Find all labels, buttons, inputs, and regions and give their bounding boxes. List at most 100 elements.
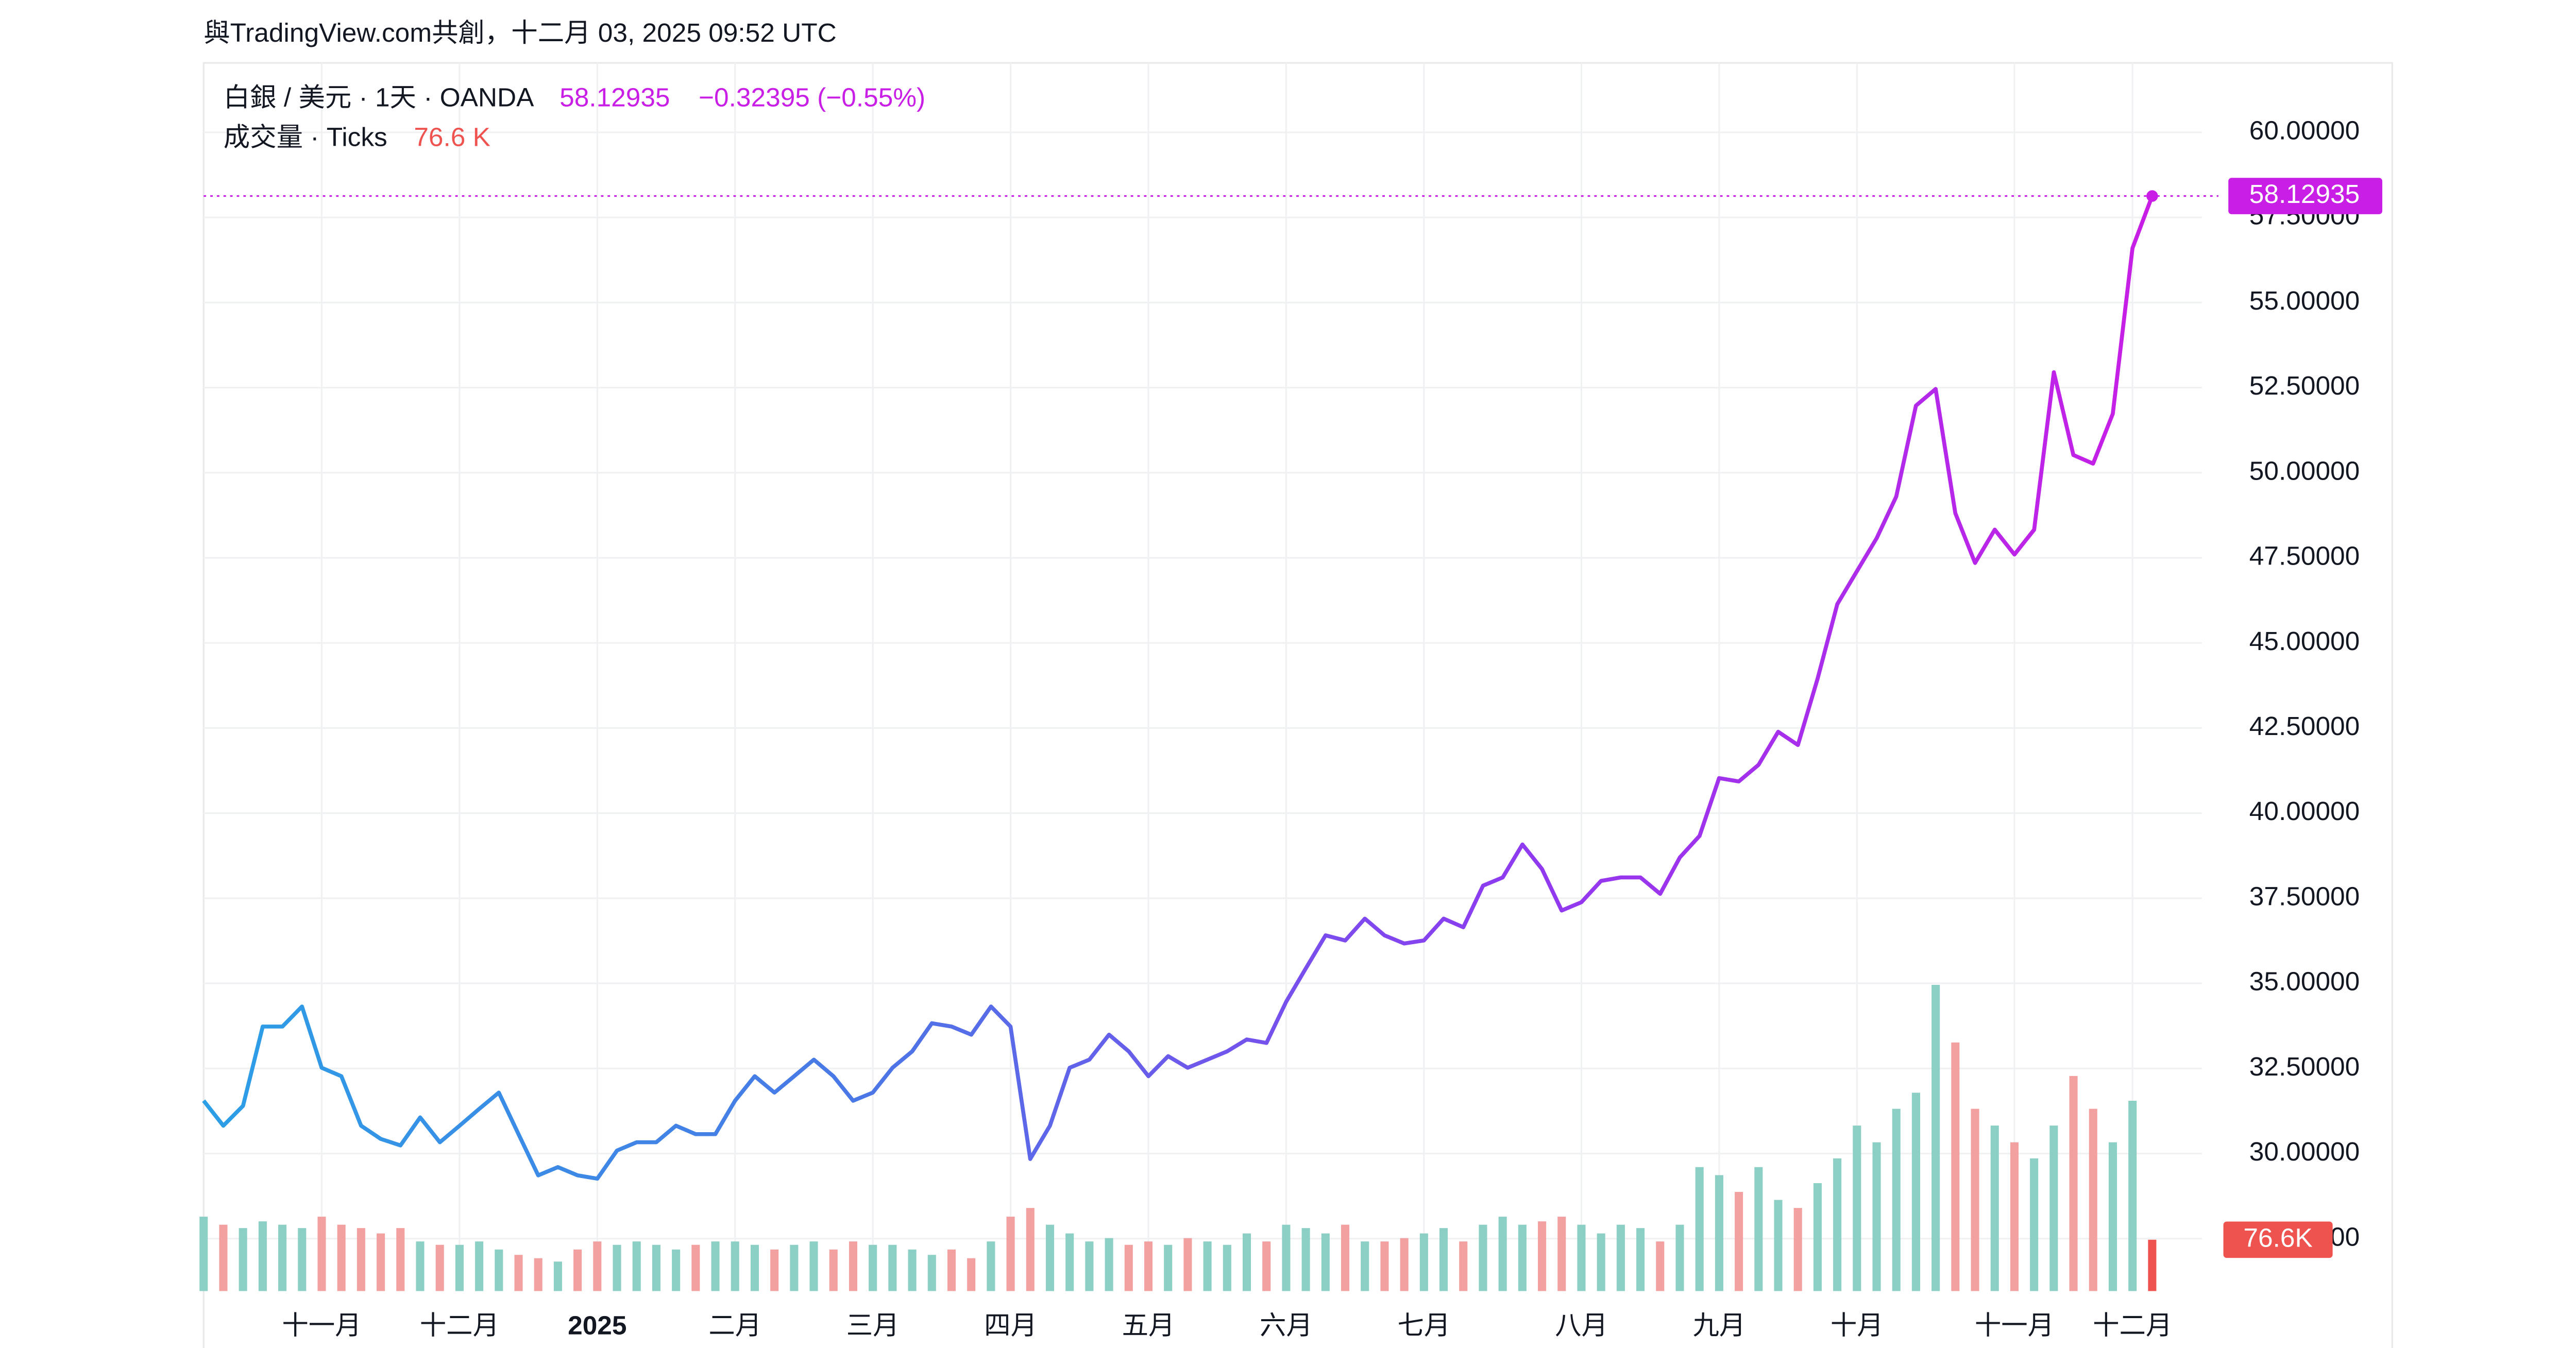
y-tick-label: 55.00000 bbox=[2249, 285, 2360, 315]
x-tick-label: 二月 bbox=[708, 1310, 761, 1340]
volume-bar bbox=[1538, 1221, 1547, 1291]
volume-bar bbox=[613, 1244, 621, 1291]
volume-bar bbox=[1419, 1233, 1428, 1291]
volume-bar bbox=[1183, 1238, 1192, 1291]
y-tick-label: 60.00000 bbox=[2249, 115, 2360, 145]
y-tick-label: 30.00000 bbox=[2249, 1136, 2360, 1166]
volume-bar bbox=[1361, 1241, 1369, 1291]
volume-bar bbox=[1813, 1183, 1822, 1291]
volume-bar bbox=[1164, 1244, 1173, 1291]
volume-bar bbox=[652, 1244, 660, 1291]
volume-bar bbox=[1793, 1208, 1802, 1291]
y-tick-label: 35.00000 bbox=[2249, 966, 2360, 996]
volume-label-box bbox=[2223, 1221, 2333, 1258]
volume-bar bbox=[396, 1228, 405, 1291]
y-tick-label: 40.00000 bbox=[2249, 796, 2360, 826]
volume-bar bbox=[711, 1241, 720, 1291]
volume-bar bbox=[317, 1217, 326, 1291]
volume-bar bbox=[927, 1255, 936, 1291]
volume-bar bbox=[1498, 1217, 1507, 1291]
volume-bar bbox=[1006, 1217, 1015, 1291]
volume-bar bbox=[731, 1241, 739, 1291]
x-tick-label: 九月 bbox=[1692, 1310, 1745, 1340]
volume-bar bbox=[908, 1249, 917, 1291]
volume-bar bbox=[1656, 1241, 1665, 1291]
volume-bar bbox=[888, 1244, 897, 1291]
price-label-box bbox=[2228, 178, 2383, 214]
volume-bar bbox=[672, 1249, 681, 1291]
volume-bar bbox=[2010, 1142, 2019, 1291]
volume-bar bbox=[2069, 1076, 2078, 1291]
volume-bar bbox=[790, 1244, 799, 1291]
volume-bar bbox=[2089, 1108, 2097, 1291]
volume-bar bbox=[1557, 1217, 1566, 1291]
volume-bar bbox=[495, 1249, 503, 1291]
volume-bar bbox=[1321, 1233, 1330, 1291]
volume-bar bbox=[553, 1261, 562, 1291]
volume-bar bbox=[1085, 1241, 1094, 1291]
y-tick-label: 50.00000 bbox=[2249, 455, 2360, 485]
volume-bar bbox=[1616, 1224, 1625, 1291]
x-tick-label: 2025 bbox=[568, 1310, 626, 1340]
volume-bar bbox=[1242, 1233, 1251, 1291]
x-tick-label: 十二月 bbox=[2093, 1310, 2172, 1340]
symbol: 白銀 / 美元 · 1天 · OANDA bbox=[224, 82, 534, 112]
volume-bar bbox=[1833, 1158, 1842, 1291]
volume-bar bbox=[1065, 1233, 1074, 1291]
last-point bbox=[2146, 190, 2158, 202]
volume-bar bbox=[967, 1258, 976, 1291]
volume-bar bbox=[1872, 1142, 1881, 1291]
volume-bar bbox=[829, 1249, 838, 1291]
volume-bar bbox=[1675, 1224, 1684, 1291]
volume-bar bbox=[337, 1224, 346, 1291]
volume-bar bbox=[1459, 1241, 1468, 1291]
y-tick-label: 37.50000 bbox=[2249, 881, 2360, 911]
price-line bbox=[202, 195, 2154, 1181]
volume-bar bbox=[357, 1228, 365, 1291]
x-tick-label: 八月 bbox=[1555, 1310, 1608, 1340]
volume-bar bbox=[219, 1224, 228, 1291]
volume-bar bbox=[1853, 1125, 1861, 1291]
volume-bar bbox=[573, 1249, 582, 1291]
volume-bar bbox=[475, 1241, 484, 1291]
y-tick-label: 52.50000 bbox=[2249, 370, 2360, 400]
y-tick-label: 32.50000 bbox=[2249, 1051, 2360, 1081]
volume-bar bbox=[2049, 1125, 2058, 1291]
volume-bar bbox=[1301, 1228, 1310, 1291]
volume-bar bbox=[1577, 1224, 1586, 1291]
x-tick-label: 十月 bbox=[1831, 1310, 1884, 1340]
x-tick-label: 十一月 bbox=[282, 1310, 361, 1340]
volume-bar bbox=[1380, 1241, 1389, 1291]
volume-legend-value: 76.6 K bbox=[414, 122, 490, 152]
volume-bar bbox=[1636, 1228, 1645, 1291]
volume-bar bbox=[1341, 1224, 1350, 1291]
volume-bar bbox=[1951, 1042, 1960, 1291]
volume-bar bbox=[239, 1228, 247, 1291]
y-tick-label: 45.00000 bbox=[2249, 626, 2360, 656]
legend-change: −0.32395 (−0.55%) bbox=[699, 82, 925, 112]
volume-bar bbox=[1518, 1224, 1527, 1291]
volume-bar bbox=[1282, 1224, 1291, 1291]
volume-bar bbox=[1479, 1224, 1487, 1291]
volume-bar bbox=[1026, 1208, 1035, 1291]
volume-bar bbox=[1105, 1238, 1113, 1291]
volume-bar bbox=[632, 1241, 641, 1291]
x-tick-label: 三月 bbox=[846, 1310, 900, 1340]
volume-bar bbox=[947, 1249, 956, 1291]
volume-bar bbox=[377, 1233, 385, 1291]
volume-bar bbox=[1754, 1167, 1763, 1291]
volume-bar bbox=[809, 1241, 818, 1291]
price-label: 58.12935 bbox=[2249, 179, 2360, 209]
volume-bar bbox=[750, 1244, 759, 1291]
credit: 與TradingView.com共創，十二月 03, 2025 09:52 UT… bbox=[204, 18, 837, 47]
x-tick-label: 七月 bbox=[1397, 1310, 1450, 1340]
volume-bar bbox=[1262, 1241, 1271, 1291]
volume-bar bbox=[691, 1244, 700, 1291]
x-tick-label: 五月 bbox=[1122, 1310, 1175, 1340]
volume-bar bbox=[2148, 1239, 2157, 1291]
volume-bar bbox=[770, 1249, 779, 1291]
legend-price: 58.12935 bbox=[560, 82, 670, 112]
volume-bar bbox=[435, 1244, 444, 1291]
